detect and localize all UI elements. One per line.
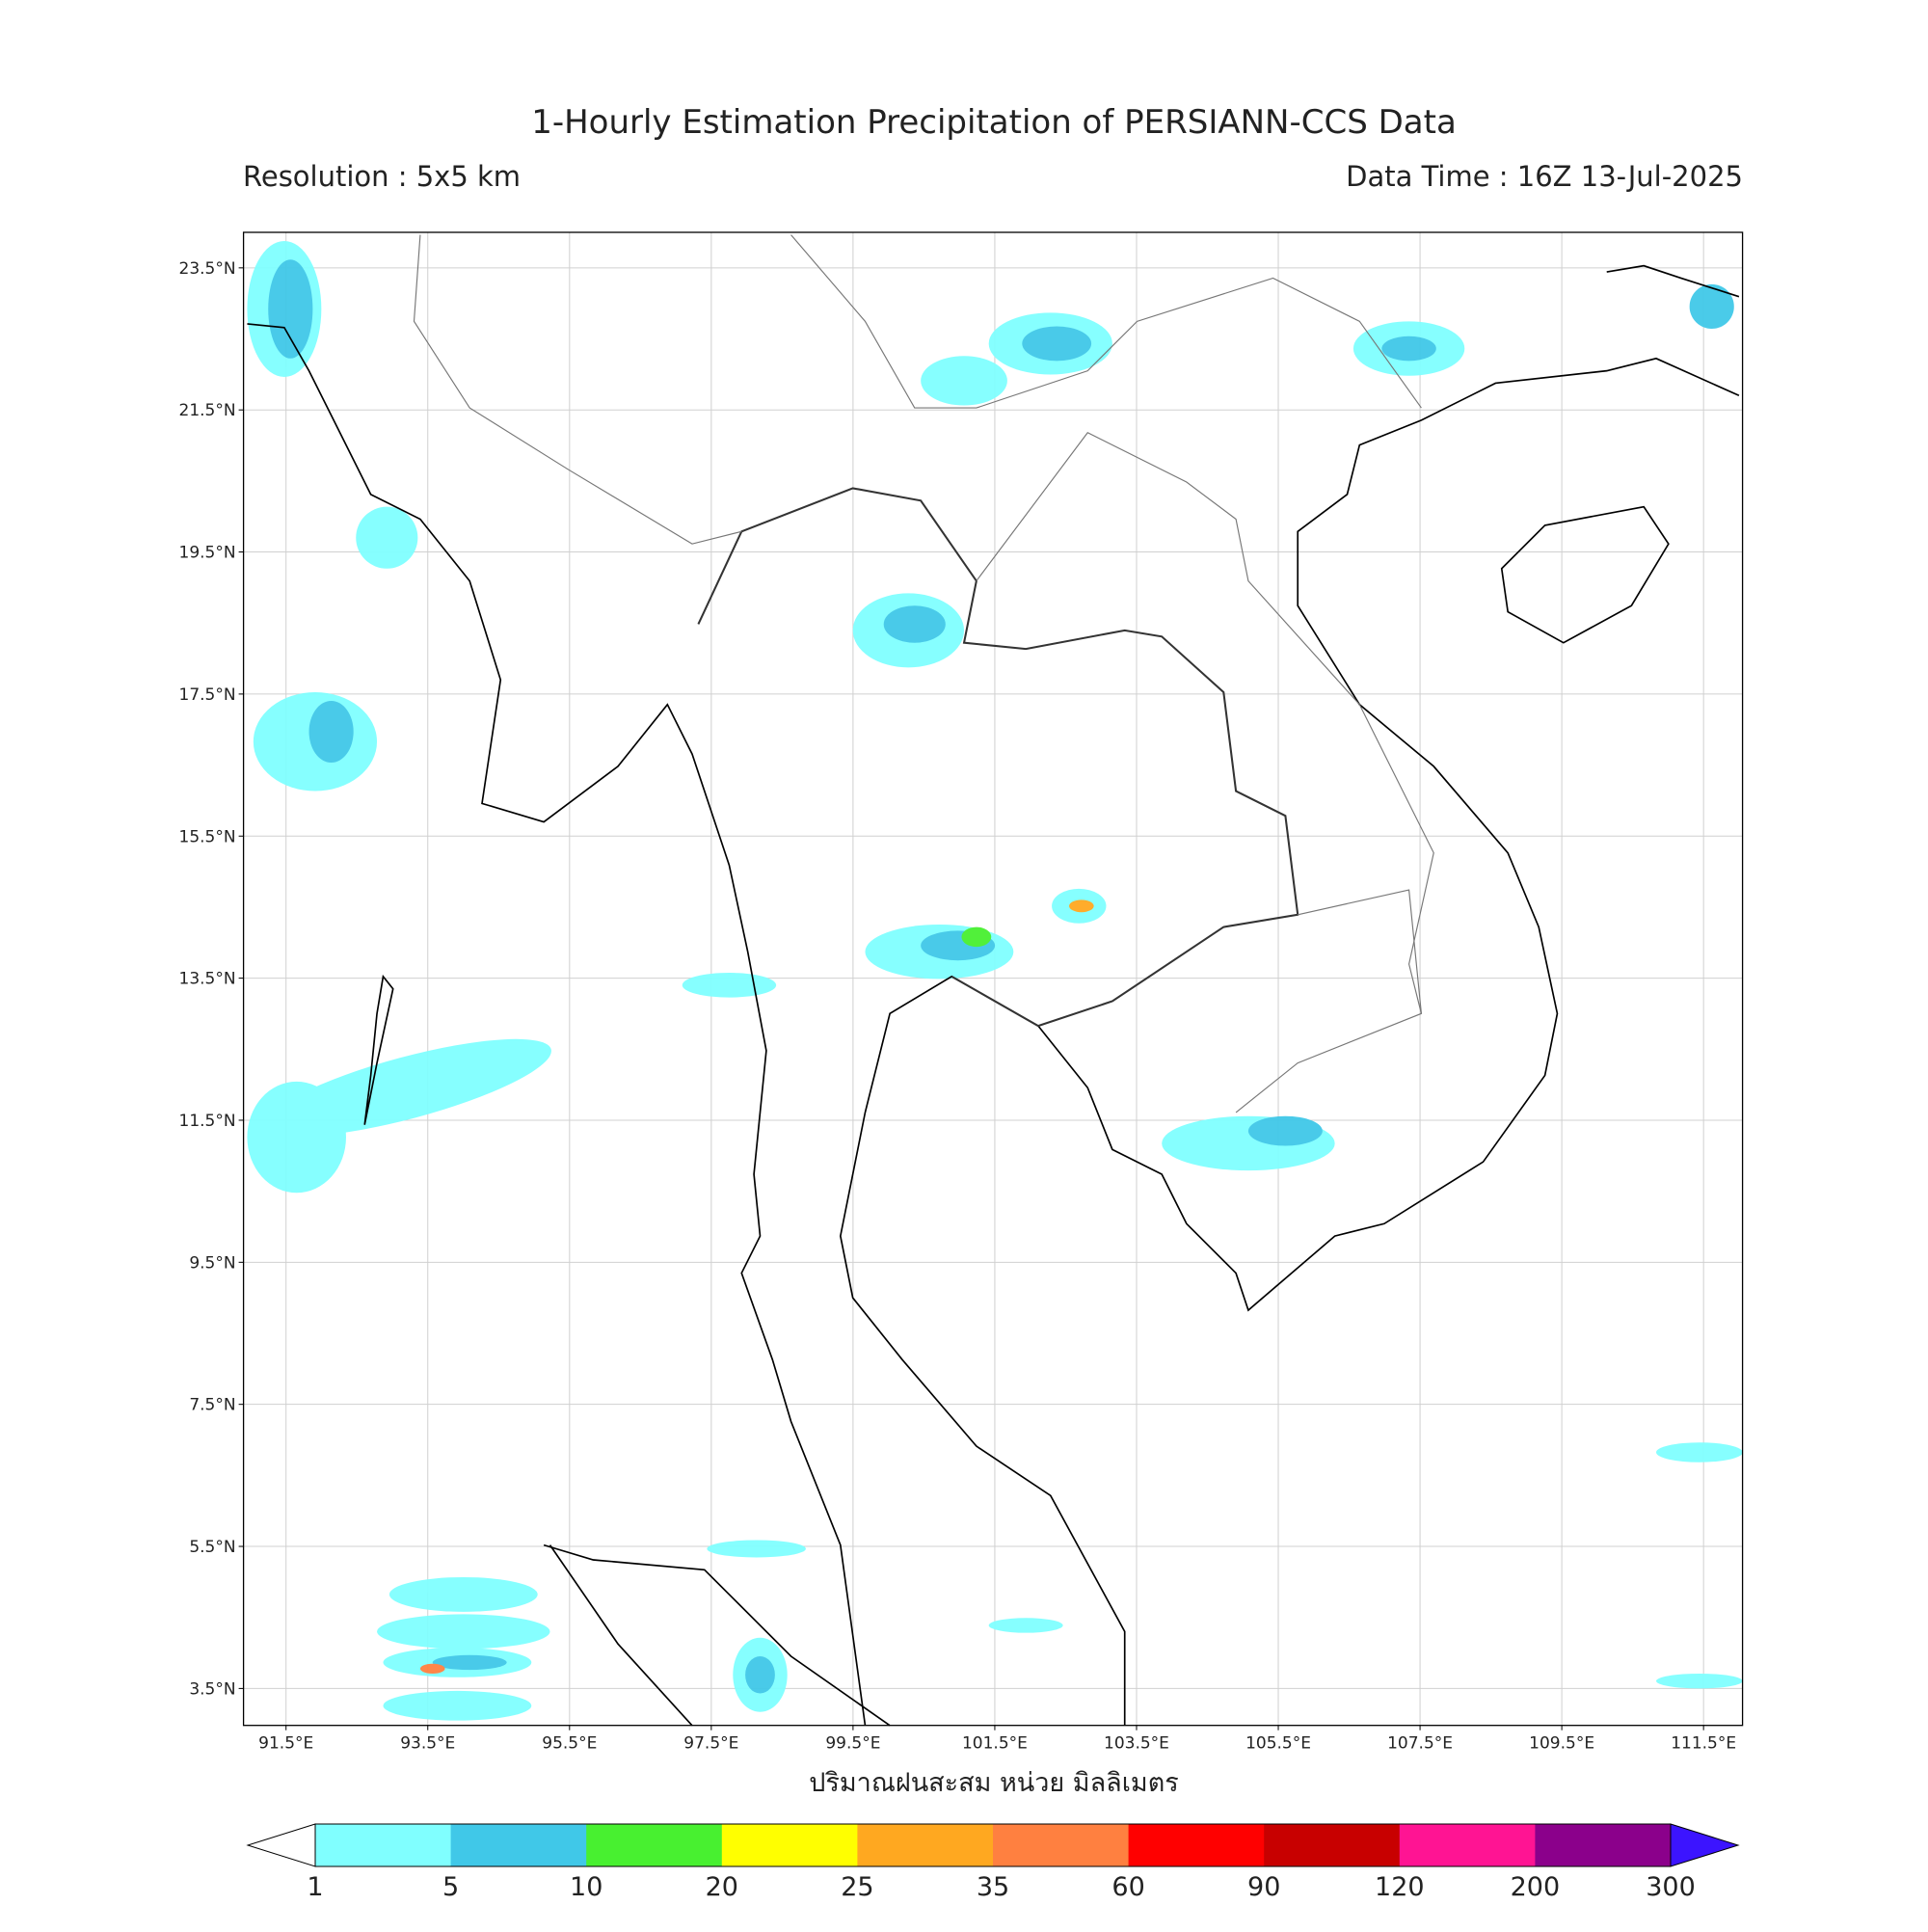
thailand-border bbox=[697, 487, 1299, 1028]
country-borders bbox=[413, 234, 1434, 1114]
colorbar-frame bbox=[314, 1823, 1672, 1867]
lon-tick-label: 99.5°E bbox=[825, 1734, 880, 1754]
colorbar-segment bbox=[1264, 1824, 1401, 1866]
colorbar-segment bbox=[721, 1824, 858, 1866]
lon-tick-label: 105.5°E bbox=[1245, 1734, 1311, 1754]
lat-tick-label: 13.5°N bbox=[179, 970, 236, 989]
lat-tick-label: 21.5°N bbox=[179, 401, 236, 420]
colorbar-label: 60 bbox=[1111, 1872, 1144, 1902]
colorbar-label: 1 bbox=[307, 1872, 323, 1902]
lon-tick-label: 109.5°E bbox=[1529, 1734, 1594, 1754]
x-label: ปริมาณฝนสะสม หน่วย มิลลิเมตร bbox=[809, 1768, 1179, 1798]
colorbar-segment bbox=[1128, 1824, 1265, 1866]
coastlines bbox=[247, 264, 1740, 1727]
colorbar-label: 20 bbox=[706, 1872, 738, 1902]
lat-tick-label: 9.5°N bbox=[189, 1253, 235, 1273]
colorbar-segment bbox=[1399, 1824, 1536, 1866]
colorbar-label: 35 bbox=[977, 1872, 1009, 1902]
lon-tick-label: 91.5°E bbox=[258, 1734, 313, 1754]
lon-tick-label: 111.5°E bbox=[1671, 1734, 1736, 1754]
colorbar-label: 10 bbox=[570, 1872, 602, 1902]
lon-tick-label: 103.5°E bbox=[1104, 1734, 1169, 1754]
lon-tick-label: 107.5°E bbox=[1387, 1734, 1453, 1754]
grid bbox=[243, 232, 1743, 1726]
colorbar-under bbox=[246, 1823, 316, 1867]
lat-tick-label: 19.5°N bbox=[179, 544, 236, 563]
lon-tick-label: 93.5°E bbox=[400, 1734, 455, 1754]
map-frame bbox=[242, 231, 1744, 1727]
lat-tick-label: 7.5°N bbox=[189, 1396, 235, 1415]
colorbar-segment bbox=[993, 1824, 1130, 1866]
colorbar-label: 300 bbox=[1646, 1872, 1696, 1902]
colorbar-label: 5 bbox=[442, 1872, 459, 1902]
lat-tick-label: 23.5°N bbox=[179, 259, 236, 279]
lat-tick-label: 11.5°N bbox=[179, 1112, 236, 1131]
colorbar-label: 25 bbox=[841, 1872, 873, 1902]
colorbar-label: 120 bbox=[1375, 1872, 1425, 1902]
colorbar: 1 5 10 20 25 35 60 90 120 200 300 bbox=[246, 1823, 1740, 1902]
colorbar-segment bbox=[450, 1824, 587, 1866]
title: 1-Hourly Estimation Precipitation of PER… bbox=[531, 103, 1457, 142]
colorbar-segment bbox=[857, 1824, 994, 1866]
colorbar-label: 90 bbox=[1247, 1872, 1280, 1902]
lat-tick-label: 3.5°N bbox=[189, 1679, 235, 1699]
colorbar-segment bbox=[1535, 1824, 1672, 1866]
colorbar-over bbox=[1670, 1823, 1740, 1867]
colorbar-label: 200 bbox=[1511, 1872, 1561, 1902]
lon-tick-label: 97.5°E bbox=[683, 1734, 738, 1754]
map-background bbox=[243, 232, 1743, 1726]
lat-tick-label: 17.5°N bbox=[179, 685, 236, 705]
map bbox=[242, 231, 1744, 1727]
lon-tick-label: 101.5°E bbox=[962, 1734, 1028, 1754]
data-time: Data Time : 16Z 13-Jul-2025 bbox=[1346, 160, 1743, 193]
lon-tick-label: 95.5°E bbox=[542, 1734, 597, 1754]
colorbar-segment bbox=[315, 1824, 452, 1866]
lat-tick-label: 5.5°N bbox=[189, 1538, 235, 1557]
resolution: Resolution : 5x5 km bbox=[243, 160, 521, 193]
precip-areas bbox=[247, 241, 1743, 1721]
lat-tick-label: 15.5°N bbox=[179, 827, 236, 846]
colorbar-segment bbox=[586, 1824, 723, 1866]
